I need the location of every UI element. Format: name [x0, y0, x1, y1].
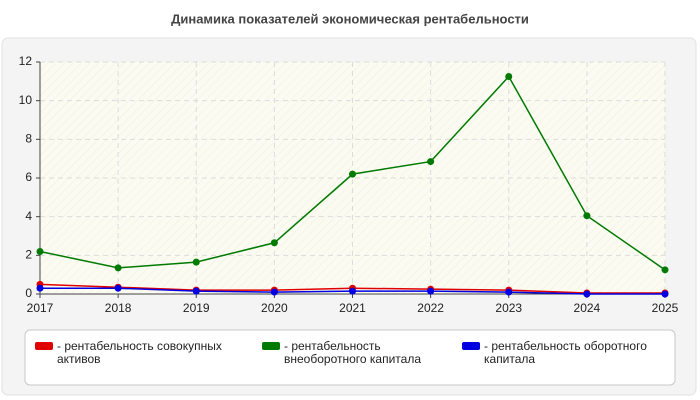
y-tick-label: 0 [25, 286, 32, 300]
point [36, 284, 44, 292]
point [583, 212, 591, 220]
x-tick-label: 2019 [183, 301, 210, 315]
point [349, 287, 356, 295]
point [427, 158, 435, 166]
legend-box [24, 329, 676, 386]
point [661, 266, 669, 274]
y-tick-label: 4 [25, 209, 32, 223]
chart-title: Динамика показателей экономическая рента… [171, 11, 529, 26]
y-tick-label: 2 [25, 248, 32, 262]
legend-label: - рентабельность оборотного капитала [484, 339, 647, 366]
x-tick-label: 2018 [105, 301, 132, 315]
point [427, 287, 435, 295]
point [114, 264, 122, 272]
y-tick-label: 6 [25, 170, 32, 184]
legend-swatch [462, 342, 480, 350]
y-tick-label: 8 [25, 132, 32, 146]
point [270, 288, 278, 296]
x-tick-label: 2024 [574, 301, 601, 315]
point [192, 258, 200, 266]
legend-label: - рентабельность внеоборотного капитала [284, 339, 421, 366]
point [505, 73, 513, 80]
legend-swatch [262, 342, 280, 350]
y-tick-label: 10 [19, 93, 33, 107]
point [661, 290, 669, 298]
x-tick-label: 2017 [27, 301, 54, 315]
x-tick-label: 2022 [417, 301, 444, 315]
point [192, 287, 200, 295]
point [583, 290, 591, 298]
point [349, 170, 356, 178]
x-tick-label: 2020 [261, 301, 288, 315]
x-tick-label: 2025 [652, 301, 679, 315]
x-tick-label: 2023 [495, 301, 522, 315]
legend-label: - рентабельность совокупных активов [57, 339, 222, 366]
y-tick-label: 12 [19, 54, 33, 68]
point [36, 247, 44, 255]
x-tick-label: 2021 [339, 301, 366, 315]
legend-swatch [35, 342, 53, 350]
point [114, 284, 122, 292]
point [505, 288, 513, 296]
point [270, 239, 278, 247]
